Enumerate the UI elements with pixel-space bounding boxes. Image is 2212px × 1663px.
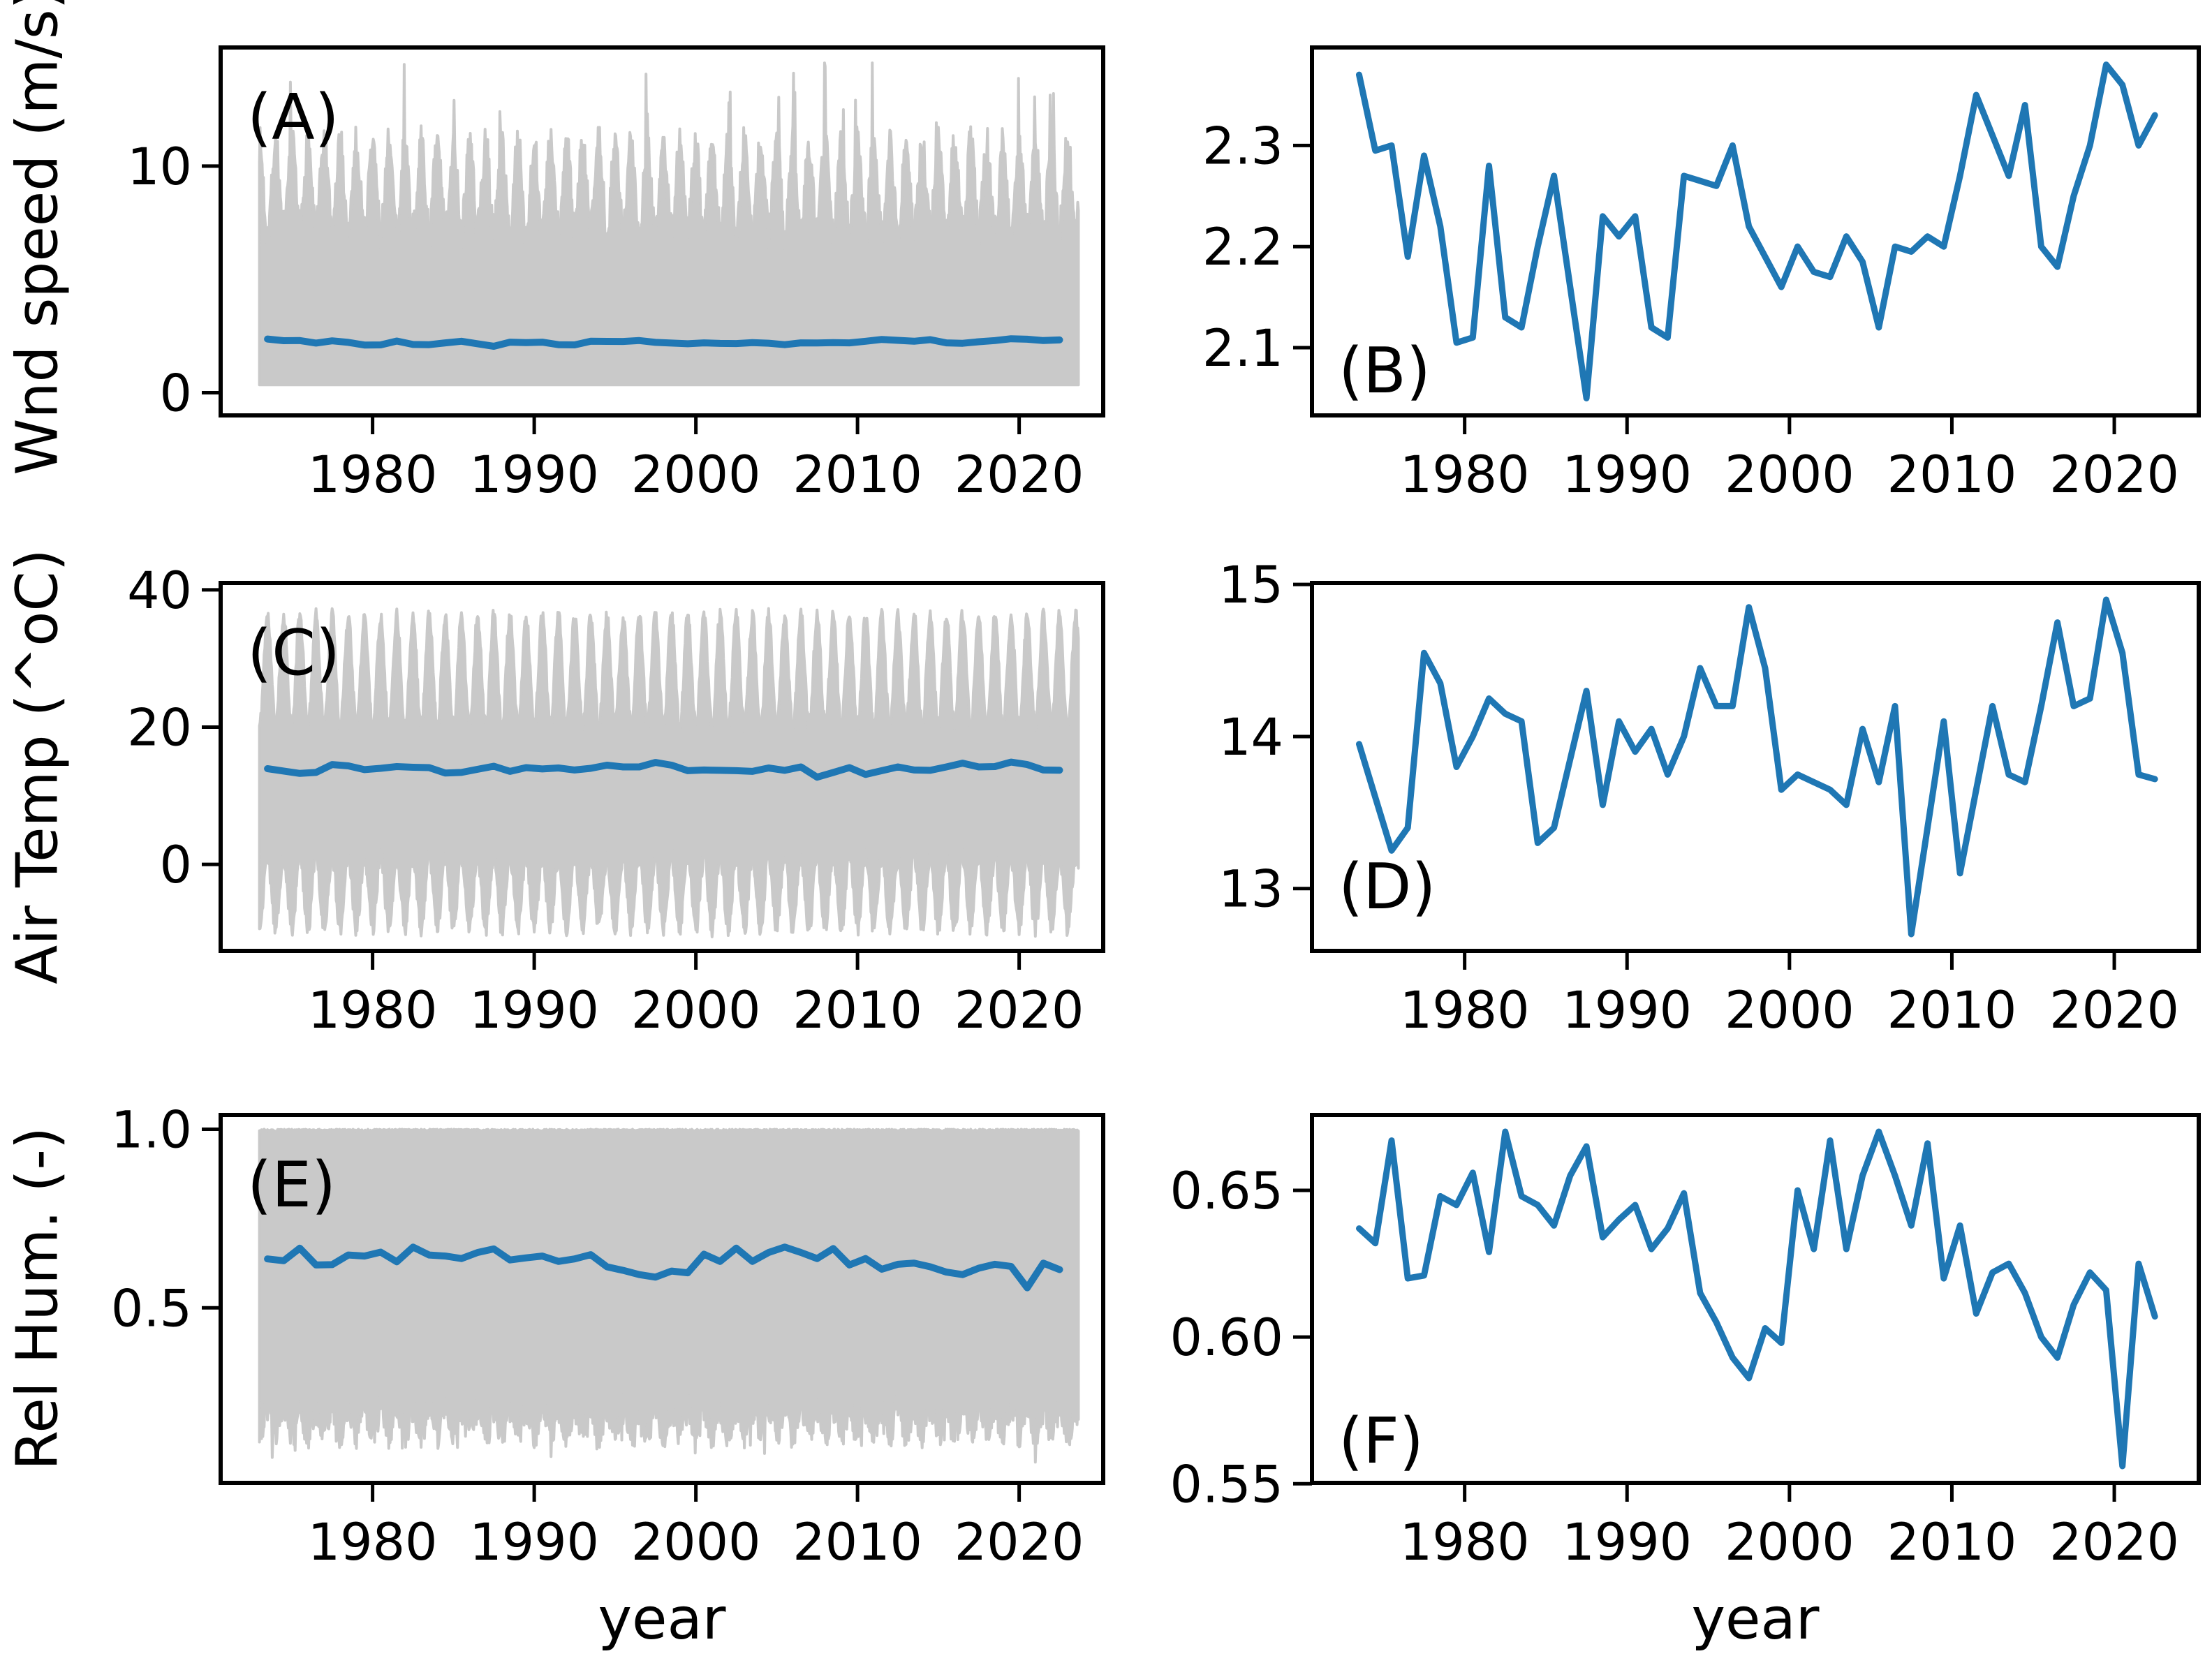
x-tick-label: 2010 [1887, 1513, 2017, 1572]
y-tick-label: 0 [160, 836, 192, 895]
panel-D-annual-line [1356, 596, 2158, 938]
x-tick-label: 1990 [1562, 981, 1692, 1040]
panel-annotation-e: (E) [247, 1148, 337, 1222]
y-tick-label: 20 [127, 698, 192, 757]
x-tick-label: 2020 [954, 445, 1084, 505]
panel-B-frame [1310, 45, 2201, 417]
y-tick-label: 0.5 [111, 1279, 192, 1338]
panel-C-annual-line [264, 758, 1063, 781]
panel-annotation-c: (C) [247, 616, 341, 690]
y-axis-label-wind-speed: Wnd speed (m/s) [4, 0, 71, 475]
panel-A-daily-band [258, 61, 1080, 387]
panel-D: 13 14 15 1980 1990 2000 2010 2020 [1218, 556, 2201, 1040]
panel-C-frame [219, 581, 1105, 953]
x-tick-label: 2020 [2049, 445, 2179, 505]
panel-C: 0 20 40 1980 1990 2000 2010 2020 [127, 561, 1105, 1040]
x-tick-label: 2000 [631, 1513, 761, 1572]
y-axis-label-air-temp: Air Temp (^oC) [4, 549, 71, 984]
panel-annotation-b: (B) [1339, 334, 1431, 408]
x-tick-label: 1990 [1562, 1513, 1692, 1572]
x-tick-label: 1990 [469, 981, 599, 1040]
panel-E-frame [219, 1113, 1105, 1485]
panel-C-daily-band [258, 607, 1080, 938]
x-tick-label: 1980 [308, 445, 438, 505]
y-axis-label-rel-hum: Rel Hum. (-) [4, 1127, 71, 1470]
panel-E: 0.5 1.0 1980 1990 2000 2010 2020 [111, 1100, 1105, 1572]
x-axis-label-year-right: year [1691, 1586, 1820, 1653]
x-tick-label: 1990 [469, 445, 599, 505]
y-tick-label: 2.3 [1202, 117, 1283, 176]
panel-annotation-d: (D) [1339, 850, 1436, 924]
panel-E-annual-line [264, 1243, 1063, 1292]
x-tick-label: 2000 [1725, 1513, 1855, 1572]
x-tick-label: 2010 [1887, 981, 2017, 1040]
y-tick-label: 0.65 [1170, 1162, 1283, 1221]
x-tick-label: 2020 [2049, 1513, 2179, 1572]
x-tick-label: 2010 [1887, 445, 2017, 505]
y-tick-label: 2.1 [1202, 319, 1283, 378]
panel-annotation-f: (F) [1339, 1405, 1424, 1478]
y-tick-label: 40 [127, 561, 192, 621]
x-tick-label: 1980 [308, 981, 438, 1040]
x-tick-label: 1980 [1400, 1513, 1530, 1572]
panel-A: 0 10 1980 1990 2000 2010 2020 [127, 45, 1105, 505]
y-tick-label: 13 [1218, 860, 1283, 919]
panel-A-frame [219, 45, 1105, 417]
x-tick-label: 1990 [1562, 445, 1692, 505]
x-tick-label: 1980 [308, 1513, 438, 1572]
panel-B: 2.1 2.2 2.3 1980 1990 2000 2010 2020 [1202, 45, 2201, 505]
x-tick-label: 2020 [954, 1513, 1084, 1572]
x-tick-label: 2020 [2049, 981, 2179, 1040]
x-axis-label-year-left: year [598, 1586, 726, 1653]
y-tick-label: 10 [127, 138, 192, 197]
y-tick-label: 0.55 [1170, 1455, 1283, 1514]
x-tick-label: 2010 [792, 1513, 922, 1572]
x-tick-label: 2000 [631, 981, 761, 1040]
y-tick-label: 14 [1218, 708, 1283, 767]
x-tick-label: 2010 [792, 981, 922, 1040]
x-tick-label: 2020 [954, 981, 1084, 1040]
x-tick-label: 2000 [1725, 445, 1855, 505]
x-tick-label: 1990 [469, 1513, 599, 1572]
panel-A-annual-line [264, 335, 1063, 350]
x-tick-label: 2000 [631, 445, 761, 505]
x-tick-label: 1980 [1400, 445, 1530, 505]
y-tick-label: 0.60 [1170, 1308, 1283, 1368]
panel-F: 0.55 0.60 0.65 1980 1990 2000 2010 2020 [1170, 1113, 2201, 1572]
panel-F-frame [1310, 1113, 2201, 1485]
panel-B-annual-line [1356, 61, 2158, 401]
panel-E-daily-band [258, 1128, 1080, 1464]
y-tick-label: 0 [160, 364, 192, 424]
y-tick-label: 2.2 [1202, 218, 1283, 277]
y-tick-label: 15 [1218, 556, 1283, 615]
panel-D-frame [1310, 581, 2201, 953]
y-tick-label: 1.0 [111, 1100, 192, 1160]
x-tick-label: 2010 [792, 445, 922, 505]
panel-annotation-a: (A) [247, 81, 339, 154]
x-tick-label: 1980 [1400, 981, 1530, 1040]
x-tick-label: 2000 [1725, 981, 1855, 1040]
panel-F-annual-line [1356, 1128, 2158, 1470]
